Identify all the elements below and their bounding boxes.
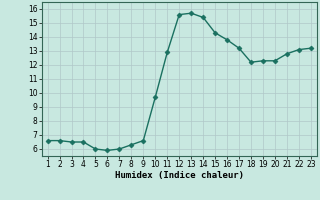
X-axis label: Humidex (Indice chaleur): Humidex (Indice chaleur): [115, 171, 244, 180]
